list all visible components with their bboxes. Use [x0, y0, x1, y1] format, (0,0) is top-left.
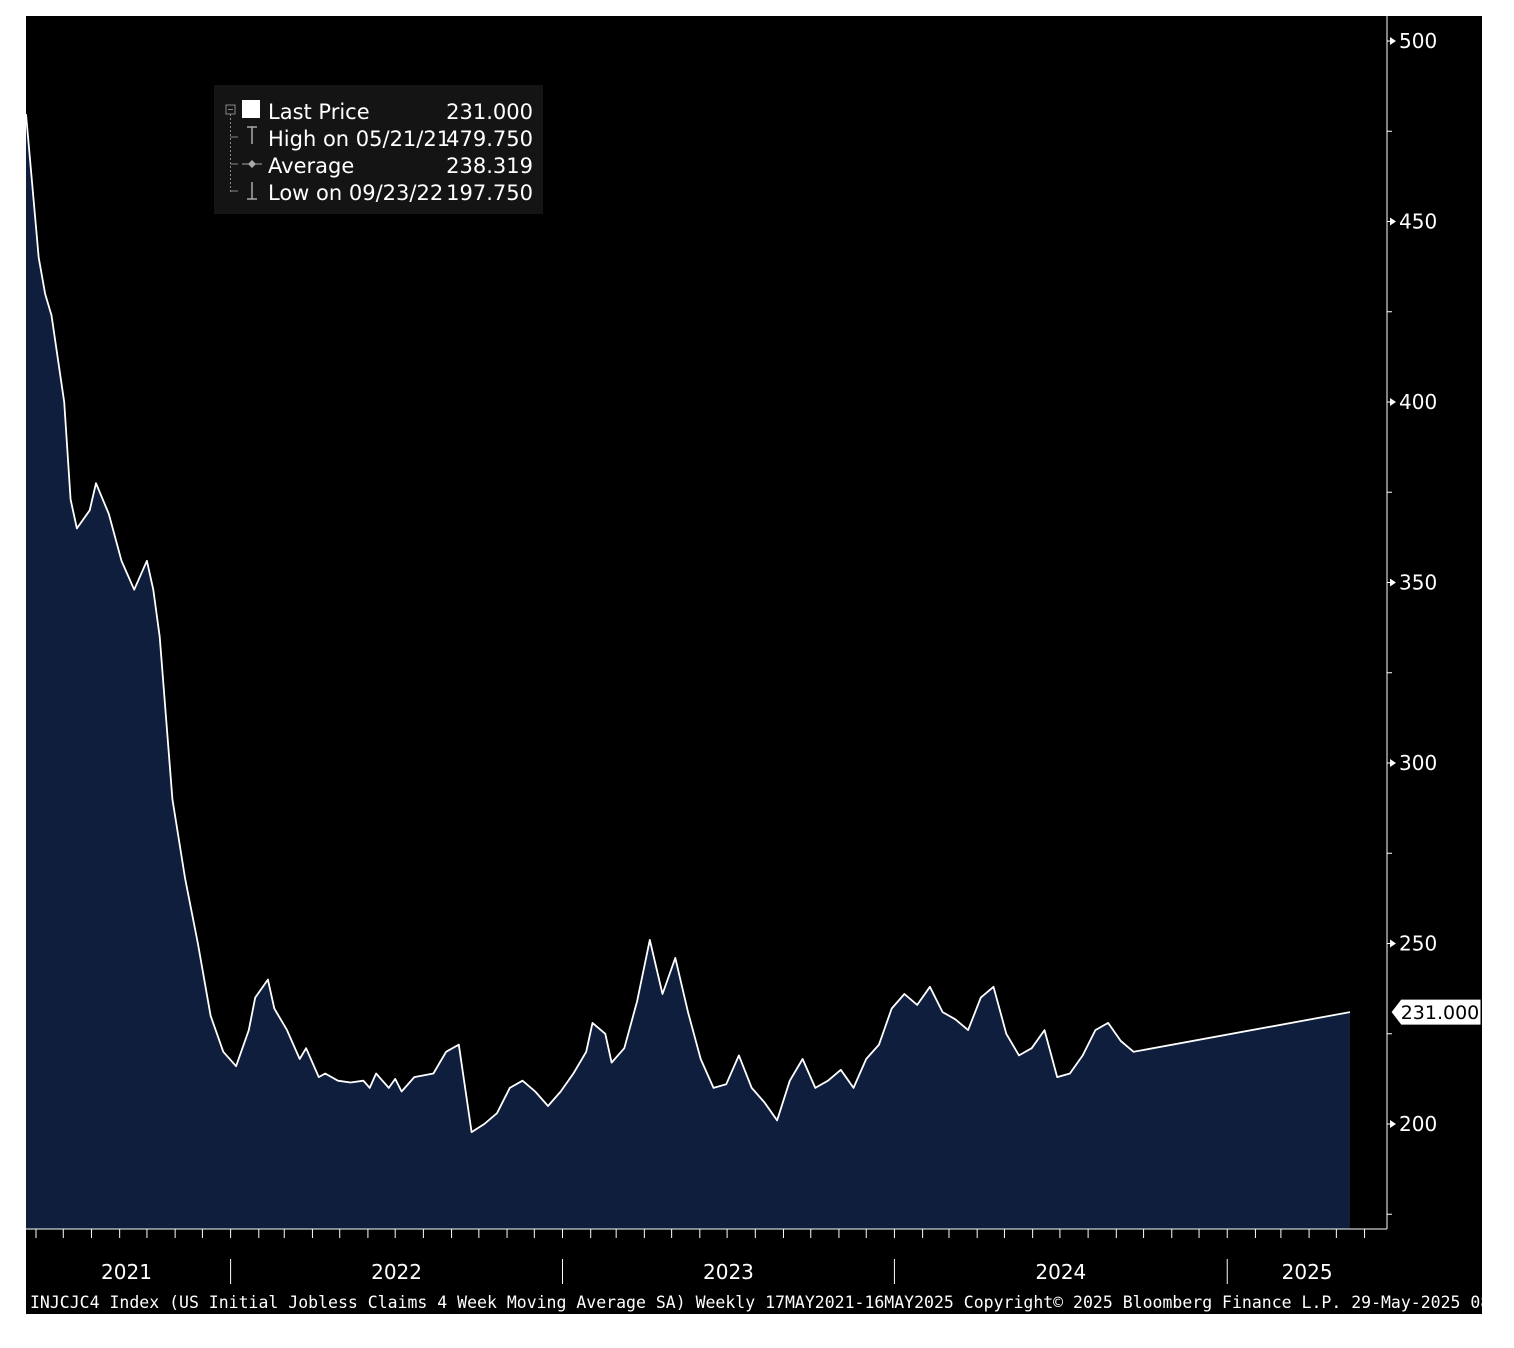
- legend: Last Price 231.000 High on 05/21/21479.750…: [214, 85, 543, 214]
- y-tick-label: 400: [1399, 390, 1437, 414]
- legend-label: Last Price: [268, 100, 370, 124]
- legend-label: Low on 09/23/22: [268, 181, 443, 205]
- legend-value: 197.750: [446, 181, 533, 205]
- y-tick-marker: [1390, 759, 1396, 767]
- last-value-tag: [1390, 998, 1482, 1026]
- low-marker-icon: [247, 182, 257, 200]
- y-tick-label: 350: [1399, 571, 1437, 595]
- y-tick-marker: [1390, 37, 1396, 45]
- y-axis: 200 250 300 350 400 450 500: [1386, 16, 1437, 1229]
- x-year-label: 2025: [1282, 1260, 1333, 1284]
- area-layer: [26, 114, 1351, 1230]
- high-marker-icon: [247, 126, 257, 144]
- y-tick-marker: [1390, 578, 1396, 587]
- legend-box: [214, 85, 543, 214]
- y-tick-label: 450: [1399, 210, 1437, 234]
- x-year-label: 2021: [101, 1260, 152, 1284]
- average-marker-icon: [248, 160, 256, 168]
- chart-frame: 200 250 300 350 400 450 500 2021 2022 2023 2024 20…: [26, 16, 1482, 1314]
- last-price-swatch-icon: [242, 100, 260, 118]
- last-value-label: 231.000: [1401, 1002, 1480, 1024]
- x-axis: 2021 2022 2023 2024 2025: [26, 1228, 1387, 1284]
- x-year-label: 2022: [371, 1260, 422, 1284]
- y-tick-label: 500: [1399, 29, 1437, 53]
- chart-footer: INJCJC4 Index (US Initial Jobless Claims…: [30, 1293, 1482, 1312]
- series-line: [26, 114, 1351, 1133]
- legend-value: 231.000: [446, 100, 533, 124]
- y-tick-marker: [1390, 398, 1396, 406]
- y-tick-marker: [1390, 217, 1396, 226]
- y-tick-label: 300: [1399, 751, 1437, 775]
- legend-label: High on 05/21/21: [268, 127, 450, 151]
- y-tick-label: 250: [1399, 932, 1437, 956]
- legend-value: 479.750: [446, 127, 533, 151]
- legend-value: 238.319: [446, 154, 533, 178]
- series-area: [26, 114, 1350, 1230]
- x-year-label: 2024: [1035, 1260, 1086, 1284]
- x-year-label: 2023: [703, 1260, 754, 1284]
- last-value-marker: 231.000: [1390, 998, 1482, 1026]
- y-tick-marker: [1390, 939, 1396, 948]
- y-tick-label: 200: [1399, 1112, 1437, 1136]
- legend-label: Average: [268, 154, 354, 178]
- y-tick-marker: [1390, 1120, 1396, 1128]
